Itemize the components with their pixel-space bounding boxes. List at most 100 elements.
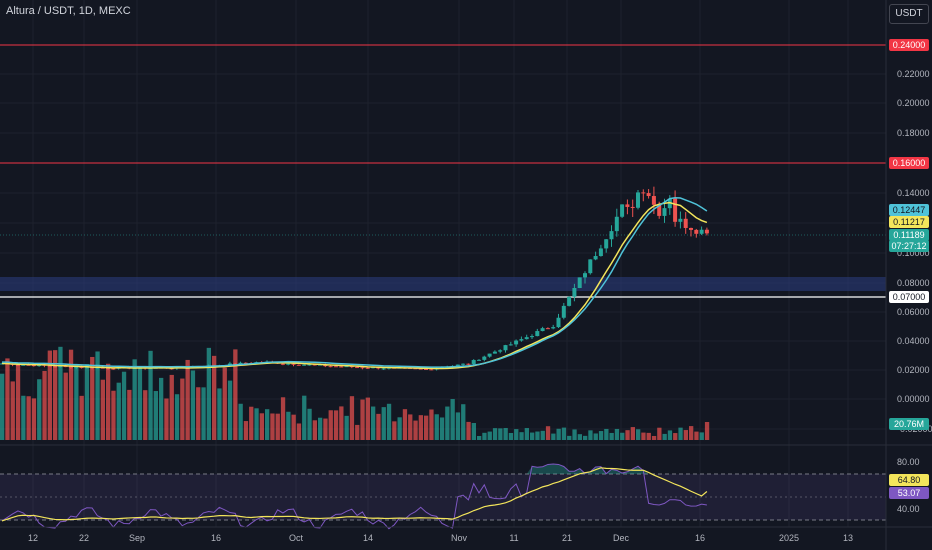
candle-body [339, 366, 344, 368]
volume-bar [37, 379, 42, 440]
time-label: Dec [612, 533, 630, 543]
volume-bar [561, 427, 567, 440]
volume-bar [333, 410, 339, 440]
currency-button[interactable]: USDT [889, 4, 929, 24]
candle-body [614, 216, 619, 232]
candle-body [296, 364, 301, 366]
candle-body [524, 337, 529, 340]
candle-body [15, 364, 20, 366]
volume-bar [100, 379, 105, 440]
candle-body [381, 368, 386, 370]
candle-body [471, 360, 476, 364]
volume-bar [222, 367, 227, 440]
volume-bar [95, 351, 100, 440]
volume-bar [185, 359, 190, 440]
volume-bar [572, 429, 577, 440]
rsi-tick: 80.00 [897, 457, 920, 467]
volume-bar [397, 417, 402, 440]
volume-bar [265, 409, 270, 440]
volume-bar [0, 373, 5, 440]
volume-bar [365, 397, 370, 440]
candle-body [551, 327, 556, 329]
candle-body [651, 196, 656, 205]
time-label: 12 [27, 533, 39, 543]
price-tick: 0.08000 [897, 278, 930, 288]
volume-bar [84, 364, 90, 440]
volume-bar [307, 408, 312, 440]
candle-body [477, 359, 481, 361]
volume-bar [583, 435, 588, 440]
last-price-badge: 0.11189 [889, 229, 929, 241]
volume-bar [408, 414, 413, 440]
candle-body [694, 229, 699, 234]
volume-bar [243, 421, 249, 440]
volume-bar [577, 434, 582, 440]
volume-bar [614, 428, 620, 440]
volume-bar [26, 396, 31, 440]
volume-bar [450, 399, 455, 440]
candle-body [349, 366, 354, 368]
candle-body [424, 368, 428, 370]
candle-body [487, 353, 492, 357]
volume-bar [63, 372, 68, 440]
volume-bar [106, 363, 111, 440]
volume-bar [556, 428, 561, 440]
volume-bar [42, 370, 47, 440]
candle-body [280, 363, 285, 365]
symbol-title[interactable]: Altura / USDT, 1D, MEXC [6, 5, 131, 17]
candle-body [519, 339, 524, 341]
price-tick: 0.06000 [897, 307, 930, 317]
candle-body [604, 239, 609, 249]
volume-bar [153, 391, 158, 440]
volume-bar [392, 421, 397, 440]
volume-bar [190, 370, 196, 440]
volume-bar [159, 377, 164, 440]
volume-bar [212, 355, 217, 440]
candle-body [540, 328, 545, 332]
volume-bar [376, 413, 381, 440]
volume-bar [402, 409, 408, 440]
volume-bar [657, 427, 662, 440]
support-zone [0, 277, 886, 291]
time-label: 22 [78, 533, 90, 543]
volume-bar [508, 432, 514, 440]
volume-bar [646, 432, 651, 440]
volume-bar [492, 428, 498, 440]
price-tick: 0.14000 [897, 188, 930, 198]
volume-bar [699, 432, 704, 440]
time-label: 14 [362, 533, 374, 543]
volume-bar [201, 387, 206, 440]
volume-bar [482, 432, 487, 440]
volume-bar [318, 417, 323, 440]
volume-bar [5, 358, 10, 440]
volume-bar [673, 433, 678, 440]
time-label: Nov [450, 533, 468, 543]
candle-body [328, 366, 333, 368]
volume-bar [551, 433, 556, 440]
volume-bar [487, 431, 492, 440]
volume-bar [471, 422, 476, 440]
candle-body [26, 364, 31, 366]
candle-body [545, 328, 550, 330]
time-label: 16 [210, 533, 222, 543]
price-tick: 0.18000 [897, 128, 930, 138]
volume-bar [503, 428, 508, 440]
volume-bar [439, 417, 445, 440]
candle-body [37, 364, 42, 367]
ma-blue-badge: 0.12447 [889, 204, 929, 216]
rsi-ma-badge: 64.80 [889, 474, 929, 486]
volume-bar [280, 397, 286, 440]
volume-bar [445, 406, 450, 440]
candle-body [84, 367, 89, 369]
ma-yellow-badge: 0.11217 [889, 216, 929, 228]
volume-bar [302, 395, 307, 440]
time-label: Oct [288, 533, 304, 543]
volume-bar [667, 430, 673, 440]
volume-bar [530, 432, 535, 440]
candle-body [312, 364, 317, 366]
volume-bar [286, 411, 291, 440]
candle-body [625, 204, 630, 207]
volume-bar [296, 423, 302, 440]
candle-body [593, 256, 598, 260]
